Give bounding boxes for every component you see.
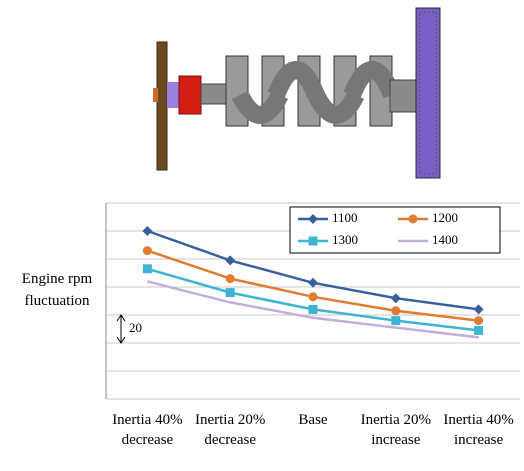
point bbox=[142, 226, 153, 236]
point bbox=[142, 264, 152, 274]
x-tick-label: Inertia 20% increase bbox=[360, 412, 431, 448]
legend-label: 1300 bbox=[332, 232, 358, 247]
point bbox=[474, 325, 484, 335]
legend: 1100 1200 1300 1400 bbox=[289, 206, 501, 254]
series-line bbox=[147, 280, 479, 339]
point bbox=[308, 292, 318, 302]
scale-label: 20 bbox=[129, 320, 142, 335]
point bbox=[225, 274, 235, 284]
point bbox=[308, 277, 318, 288]
point bbox=[474, 316, 484, 326]
point bbox=[391, 306, 401, 316]
point bbox=[308, 304, 318, 314]
crankshaft-illustration bbox=[153, 7, 441, 179]
y-axis-label: Engine rpm fluctuation bbox=[21, 271, 93, 309]
legend-label: 1400 bbox=[432, 232, 458, 247]
point bbox=[225, 288, 235, 298]
legend-label: 1100 bbox=[332, 210, 358, 225]
point bbox=[473, 304, 484, 315]
x-tick-label: Inertia 40% decrease bbox=[112, 412, 183, 448]
legend-box bbox=[289, 206, 501, 254]
legend-marker bbox=[308, 214, 318, 224]
x-tick-label: Inertia 40% increase bbox=[443, 412, 514, 448]
arrow-head bbox=[116, 314, 126, 344]
legend-label: 1200 bbox=[432, 210, 458, 225]
point bbox=[225, 255, 236, 266]
x-tick-label: Base bbox=[298, 412, 328, 428]
point bbox=[142, 246, 152, 256]
legend-marker bbox=[408, 214, 418, 224]
legend-marker bbox=[308, 236, 318, 246]
x-tick-label: Inertia 20% decrease bbox=[194, 412, 266, 448]
point bbox=[391, 316, 401, 326]
point bbox=[390, 293, 401, 304]
